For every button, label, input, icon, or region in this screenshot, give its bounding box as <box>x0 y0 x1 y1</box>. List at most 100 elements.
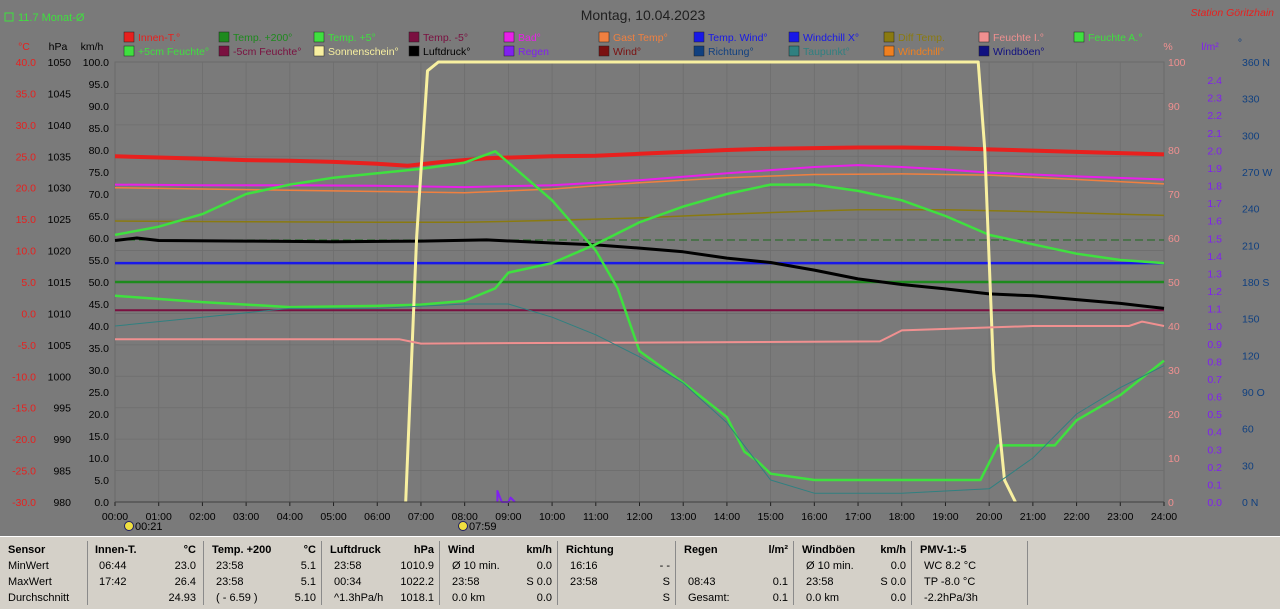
legend-item: Temp. +200° <box>218 31 292 44</box>
stat-value: 0.0 <box>536 560 552 572</box>
legend-swatch <box>313 45 325 57</box>
stat-value: S <box>662 592 670 604</box>
time-tick-label: 01:00 <box>146 511 172 523</box>
time-tick-label: 22:00 <box>1063 511 1089 523</box>
dir-tick-label: 360 N <box>1242 57 1270 69</box>
weather-chart: 11.7 Monat-Ø Montag, 10.04.2023 Station … <box>4 7 1274 533</box>
stat-header: PMV-1:-5 <box>920 544 967 556</box>
dir-tick-label: 30 <box>1242 460 1254 472</box>
column-separator <box>793 541 794 605</box>
wind-tick-label: 80.0 <box>89 145 110 157</box>
wind-unit-label: km/h <box>81 41 104 53</box>
stat-value: 24.93 <box>168 592 196 604</box>
temp-tick-label: -20.0 <box>12 434 36 446</box>
legend-swatch <box>408 45 420 57</box>
stat-time: -2.2hPa/3h <box>924 592 978 604</box>
stat-column-wind: Wind km/h Ø 10 min. 0.0 23:58 S 0.0 0.0 km 0.0 <box>440 537 558 609</box>
moonset-marker: 00:21 <box>124 521 163 533</box>
row-label-max: MaxWert <box>8 576 52 588</box>
temp-tick-label: 30.0 <box>16 120 37 132</box>
legend-item: Windchill X° <box>788 31 859 44</box>
series-layer <box>114 60 1165 503</box>
rain-tick-label: 0.3 <box>1207 444 1222 456</box>
dir-tick-label: 270 W <box>1242 167 1272 179</box>
column-separator <box>675 541 676 605</box>
rain-tick-label: 1.6 <box>1207 216 1222 228</box>
stat-value: 5.1 <box>300 576 316 588</box>
legend-label: Feuchte A.° <box>1088 32 1142 44</box>
time-tick-label: 16:00 <box>801 511 827 523</box>
temp-tick-label: -10.0 <box>12 371 36 383</box>
legend-item: Taupunkt° <box>788 45 850 58</box>
legend-swatch <box>788 31 800 43</box>
legend-swatch <box>503 45 515 57</box>
stat-header: Innen-T. <box>95 544 137 556</box>
stat-time: 08:43 <box>688 576 716 588</box>
press-tick-label: 1035 <box>48 151 72 163</box>
press-tick-label: 1040 <box>48 120 72 132</box>
legend-label: Taupunkt° <box>803 46 850 58</box>
legend-label: Windchill X° <box>803 32 859 44</box>
stat-time: 23:58 <box>570 576 598 588</box>
hum-unit-label: % <box>1163 41 1172 53</box>
hum-tick-label: 100 <box>1168 57 1186 69</box>
stat-column-innen-t: Innen-T. °C 06:44 23.0 17:42 26.4 24.93 <box>88 537 204 609</box>
hum-tick-label: 50 <box>1168 277 1180 289</box>
legend-label: Feuchte I.° <box>993 32 1044 44</box>
wind-tick-label: 20.0 <box>89 409 110 421</box>
legend-item: Luftdruck° <box>408 45 470 58</box>
wind-tick-label: 85.0 <box>89 123 110 135</box>
press-tick-label: 1045 <box>48 88 72 100</box>
sensor-column: Sensor MinWert MaxWert Durchschnitt <box>0 537 88 609</box>
dir-tick-label: 90 O <box>1242 387 1265 399</box>
legend-label: Bad° <box>518 32 541 44</box>
wind-tick-label: 10.0 <box>89 453 110 465</box>
rain-tick-label: 1.3 <box>1207 268 1222 280</box>
temp-tick-label: 5.0 <box>21 277 36 289</box>
wind-tick-label: 75.0 <box>89 167 110 179</box>
press-tick-label: 1030 <box>48 183 72 195</box>
stat-time: Gesamt: <box>688 592 730 604</box>
legend-swatch <box>978 31 990 43</box>
legend-swatch <box>883 45 895 57</box>
time-tick-label: 20:00 <box>976 511 1002 523</box>
rain-tick-label: 1.0 <box>1207 321 1222 333</box>
stat-value: 0.1 <box>772 576 788 588</box>
stat-time: Ø 10 min. <box>806 560 854 572</box>
rain-tick-label: 1.7 <box>1207 198 1222 210</box>
legend-item: Temp. Wind° <box>693 31 768 44</box>
legend-label: Richtung° <box>708 46 754 58</box>
legend-swatch <box>503 31 515 43</box>
stat-time: ^1.3hPa/h <box>334 592 384 604</box>
press-tick-label: 1020 <box>48 246 72 258</box>
series-temp-5 <box>114 150 1165 482</box>
wind-tick-label: 25.0 <box>89 387 110 399</box>
legend-swatch <box>123 31 135 43</box>
legend-swatch <box>693 31 705 43</box>
column-separator <box>439 541 440 605</box>
dir-tick-label: 0 N <box>1242 497 1258 509</box>
stat-value: S <box>662 576 670 588</box>
stat-value: 26.4 <box>174 576 196 588</box>
wind-tick-label: 30.0 <box>89 365 110 377</box>
legend-label: -5cm Feuchte° <box>233 46 301 58</box>
legend-item: Temp. -5° <box>408 31 468 44</box>
rain-tick-label: 1.8 <box>1207 181 1222 193</box>
press-tick-label: 1050 <box>48 57 72 69</box>
stat-header: Wind <box>448 544 475 556</box>
time-tick-label: 24:00 <box>1151 511 1177 523</box>
legend: Innen-T.° Temp. +200° Temp. +5° Temp. -5° Ba… <box>123 31 1142 58</box>
dir-tick-label: 180 S <box>1242 277 1269 289</box>
stat-value: 0.0 <box>536 592 552 604</box>
rain-tick-label: 0.0 <box>1207 497 1222 509</box>
legend-swatch <box>598 45 610 57</box>
stat-time: 23:58 <box>216 560 244 572</box>
hum-tick-label: 20 <box>1168 409 1180 421</box>
legend-item: -5cm Feuchte° <box>218 45 301 58</box>
stat-column-temp-200: Temp. +200 °C 23:58 5.1 23:58 5.1 ( - 6.59 ) 5.… <box>204 537 322 609</box>
temp-tick-label: 15.0 <box>16 214 37 226</box>
stat-unit: l/m² <box>768 544 788 556</box>
legend-label: Innen-T.° <box>138 32 180 44</box>
wind-tick-label: 60.0 <box>89 233 110 245</box>
rain-tick-label: 0.2 <box>1207 462 1222 474</box>
